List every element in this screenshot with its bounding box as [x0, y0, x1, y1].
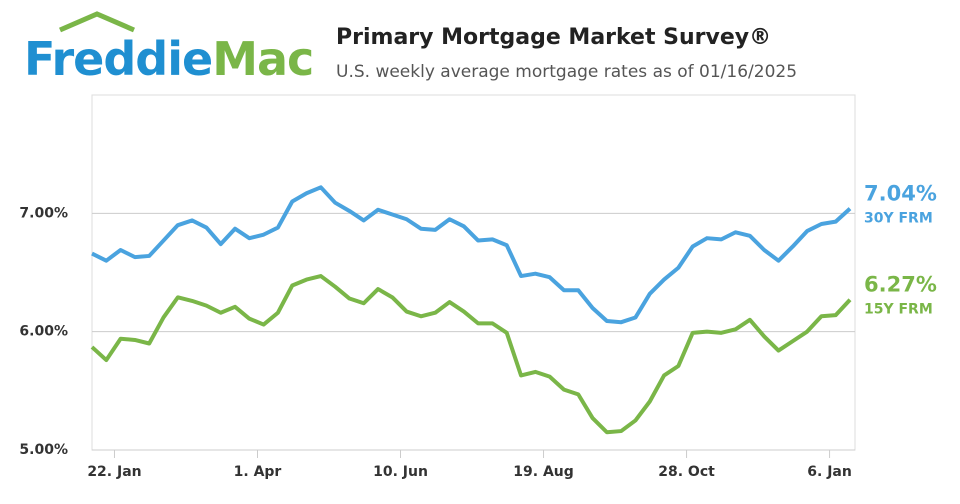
logo: FreddieMac	[24, 32, 313, 86]
logo-mac: Mac	[212, 32, 313, 86]
x-tick-label: 28. Oct	[658, 464, 715, 480]
plot-frame	[91, 94, 856, 451]
y-tick-label: 7.00%	[19, 205, 68, 221]
legend-label: 15Y FRM	[864, 302, 933, 318]
x-tick-label: 10. Jun	[373, 464, 428, 480]
line-series	[91, 185, 852, 325]
line-series	[90, 274, 852, 435]
logo-freddie: Freddie	[24, 32, 212, 86]
x-tick-label: 1. Apr	[234, 464, 282, 480]
end-value-label: 6.27%	[864, 273, 937, 297]
legend-label: 30Y FRM	[864, 211, 933, 227]
end-value-label: 7.04%	[864, 182, 937, 206]
chart-title: Primary Mortgage Market Survey®	[336, 25, 771, 50]
chart-subtitle: U.S. weekly average mortgage rates as of…	[336, 62, 797, 82]
x-tick-label: 19. Aug	[513, 464, 574, 480]
x-tick-label: 6. Jan	[807, 464, 852, 480]
y-tick-label: 5.00%	[19, 442, 68, 458]
logo-roof	[59, 11, 135, 33]
y-tick-label: 6.00%	[19, 324, 68, 340]
x-tick-label: 22. Jan	[87, 464, 141, 480]
